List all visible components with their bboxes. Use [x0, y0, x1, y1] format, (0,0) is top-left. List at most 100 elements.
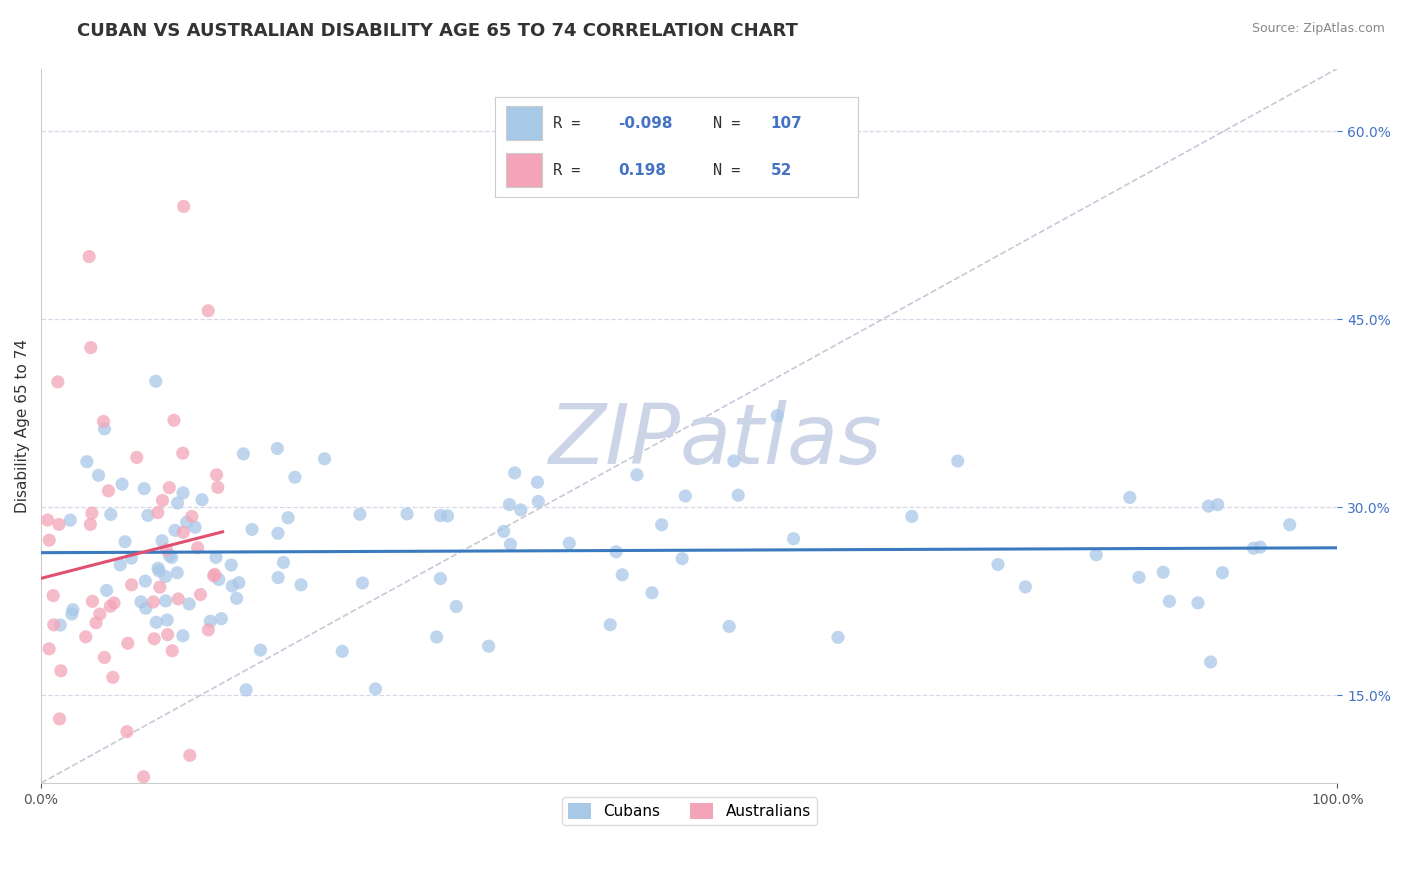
- Point: [478, 639, 501, 653]
- Point: [93, 414, 115, 428]
- Point: [671, 551, 693, 566]
- Point: [155, 542, 177, 557]
- Point: [558, 536, 581, 550]
- Point: [240, 523, 263, 537]
- Point: [84, 615, 107, 630]
- Point: [135, 601, 157, 615]
- Point: [1128, 570, 1150, 584]
- Point: [167, 591, 190, 606]
- Point: [132, 770, 155, 784]
- Point: [89, 607, 111, 621]
- Point: [75, 630, 97, 644]
- Point: [718, 619, 741, 633]
- Point: [160, 644, 183, 658]
- Y-axis label: Disability Age 65 to 74: Disability Age 65 to 74: [15, 339, 30, 513]
- Point: [49, 664, 72, 678]
- Point: [396, 507, 419, 521]
- Point: [48, 517, 70, 532]
- Point: [290, 578, 312, 592]
- Point: [1119, 491, 1142, 505]
- Point: [160, 550, 183, 565]
- Point: [155, 569, 177, 583]
- Point: [197, 303, 219, 318]
- Point: [98, 599, 121, 614]
- Point: [82, 594, 104, 608]
- Point: [429, 508, 451, 523]
- Point: [166, 496, 188, 510]
- Point: [96, 583, 118, 598]
- Point: [125, 450, 148, 465]
- Point: [527, 494, 550, 508]
- Point: [1249, 540, 1271, 554]
- Point: [641, 586, 664, 600]
- Point: [1014, 580, 1036, 594]
- Point: [121, 578, 143, 592]
- Point: [426, 630, 449, 644]
- Point: [38, 641, 60, 656]
- Point: [87, 468, 110, 483]
- Text: CUBAN VS AUSTRALIAN DISABILITY AGE 65 TO 74 CORRELATION CHART: CUBAN VS AUSTRALIAN DISABILITY AGE 65 TO…: [77, 22, 799, 40]
- Point: [152, 493, 174, 508]
- Point: [38, 533, 60, 548]
- Point: [149, 580, 172, 594]
- Point: [76, 455, 98, 469]
- Point: [156, 613, 179, 627]
- Point: [1159, 594, 1181, 608]
- Point: [77, 250, 100, 264]
- Point: [114, 534, 136, 549]
- Point: [503, 466, 526, 480]
- Point: [509, 503, 531, 517]
- Point: [1152, 565, 1174, 579]
- Point: [651, 517, 673, 532]
- Point: [221, 579, 243, 593]
- Point: [46, 375, 69, 389]
- Point: [499, 537, 522, 551]
- Point: [163, 413, 186, 427]
- Point: [249, 643, 271, 657]
- Point: [901, 509, 924, 524]
- Point: [1206, 498, 1229, 512]
- Point: [80, 341, 103, 355]
- Point: [197, 623, 219, 637]
- Point: [134, 574, 156, 588]
- Point: [782, 532, 804, 546]
- Point: [352, 576, 374, 591]
- Point: [205, 550, 228, 565]
- Point: [93, 650, 115, 665]
- Point: [101, 670, 124, 684]
- Point: [142, 595, 165, 609]
- Point: [946, 454, 969, 468]
- Point: [605, 545, 627, 559]
- Point: [143, 632, 166, 646]
- Point: [48, 712, 70, 726]
- Point: [155, 594, 177, 608]
- Point: [146, 506, 169, 520]
- Point: [209, 612, 232, 626]
- Point: [115, 724, 138, 739]
- Point: [120, 551, 142, 566]
- Point: [146, 561, 169, 575]
- Point: [599, 617, 621, 632]
- Point: [173, 199, 195, 213]
- Point: [219, 558, 242, 572]
- Point: [207, 480, 229, 494]
- Point: [59, 513, 82, 527]
- Point: [117, 636, 139, 650]
- Point: [1198, 499, 1220, 513]
- Point: [79, 517, 101, 532]
- Point: [235, 682, 257, 697]
- Point: [330, 644, 353, 658]
- Point: [37, 513, 59, 527]
- Point: [172, 446, 194, 460]
- Point: [172, 486, 194, 500]
- Point: [145, 615, 167, 630]
- Point: [166, 566, 188, 580]
- Point: [100, 508, 122, 522]
- Point: [148, 564, 170, 578]
- Point: [766, 409, 789, 423]
- Point: [987, 558, 1010, 572]
- Point: [157, 549, 180, 563]
- Point: [97, 483, 120, 498]
- Point: [184, 520, 207, 534]
- Point: [444, 599, 467, 614]
